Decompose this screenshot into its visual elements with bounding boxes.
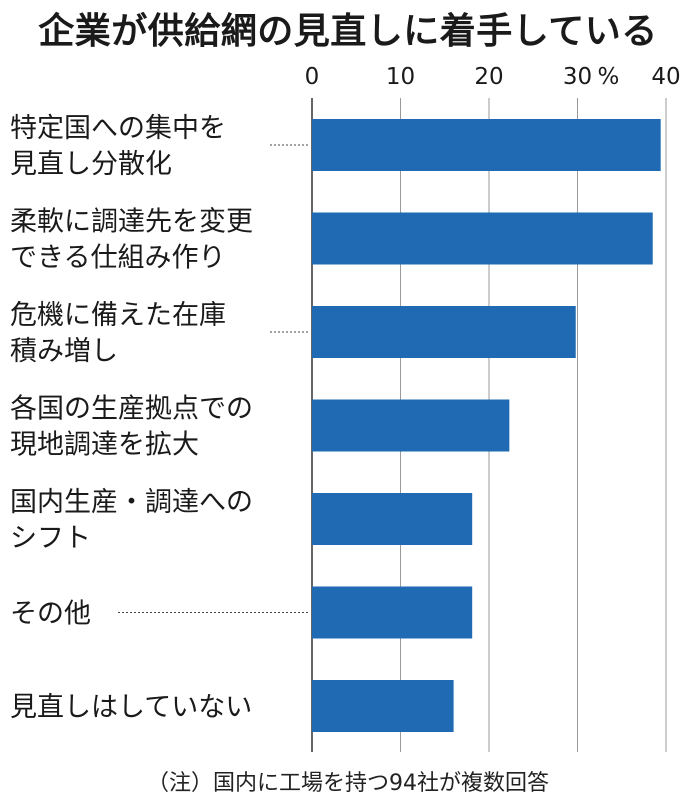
x-tick-label: 20 [474, 64, 503, 90]
category-label: 積み増し [10, 336, 118, 367]
bar [312, 306, 576, 358]
category-label: 危機に備えた在庫 [10, 300, 226, 331]
category-label: 見直し分散化 [10, 149, 172, 180]
chart-note: （注）国内に工場を持つ94社が複数回答 [147, 771, 549, 796]
x-tick-label: 0 [305, 64, 320, 90]
category-label: 各国の生産拠点での [10, 394, 253, 425]
category-label: 見直しはしていない [10, 692, 252, 723]
x-tick-label: 40 [651, 64, 680, 90]
category-label: シフト [10, 523, 91, 554]
bar [312, 680, 454, 732]
category-label: その他 [10, 599, 91, 630]
bar [312, 399, 510, 452]
category-label: 現地調達を拡大 [10, 430, 199, 461]
bar [312, 212, 653, 265]
x-unit-label: % [598, 64, 620, 90]
category-label: 柔軟に調達先を変更 [10, 207, 253, 238]
category-label: できる仕組み作り [10, 243, 225, 274]
category-label: 国内生産・調達への [10, 487, 253, 518]
category-label: 特定国への集中を [10, 113, 226, 144]
bar [312, 493, 473, 545]
chart-title: 企業が供給網の見直しに着手している [38, 11, 658, 52]
x-tick-label: 10 [386, 64, 415, 90]
bar [312, 119, 661, 171]
bar [312, 586, 473, 639]
x-tick-label: 30 [563, 64, 592, 90]
